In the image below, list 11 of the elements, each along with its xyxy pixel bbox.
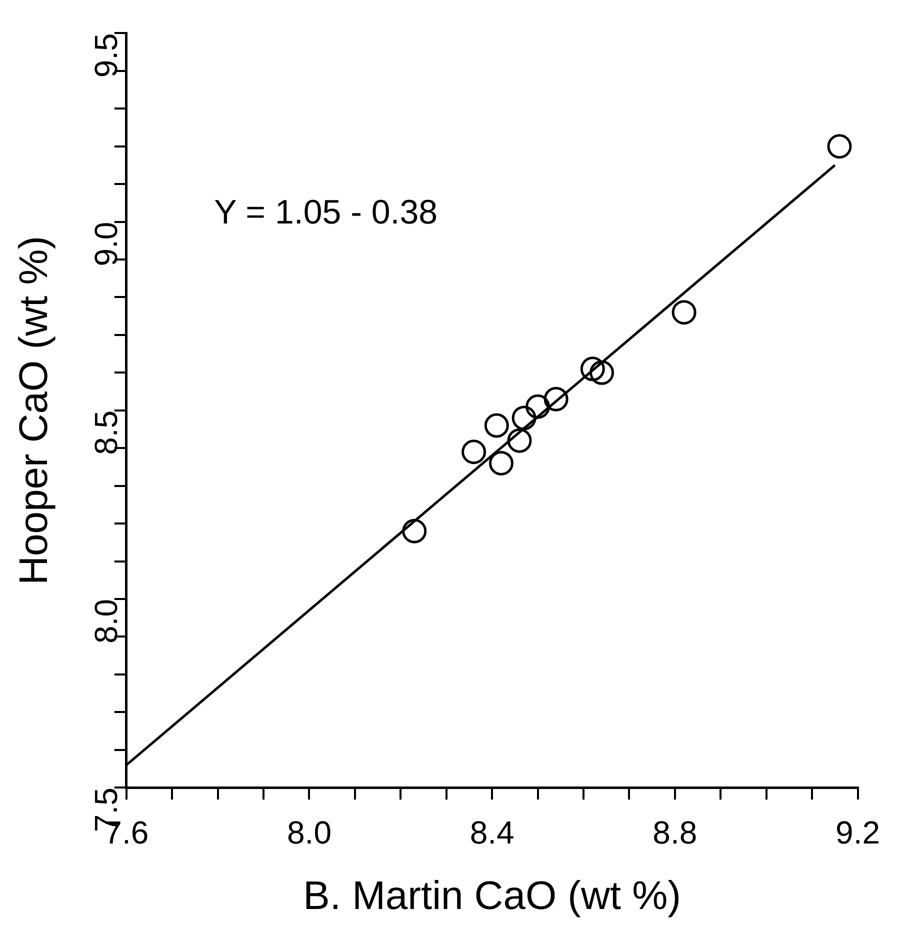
annotation: Y = 1.05 - 0.38: [214, 194, 438, 232]
x-tick-label: 8.8: [652, 814, 698, 851]
y-tick-label: 9.5: [88, 33, 124, 78]
x-tick-label: 8.0: [286, 814, 332, 851]
y-tick-label: 9.0: [88, 222, 124, 266]
y-axis-title: Hooper CaO (wt %): [12, 236, 56, 585]
x-tick-label: 8.4: [470, 814, 514, 851]
x-axis-title: B. Martin CaO (wt %): [303, 874, 681, 918]
x-tick-label: 9.2: [836, 814, 880, 851]
y-tick-label: 8.5: [88, 410, 124, 455]
y-tick-label: 8.0: [88, 599, 124, 644]
